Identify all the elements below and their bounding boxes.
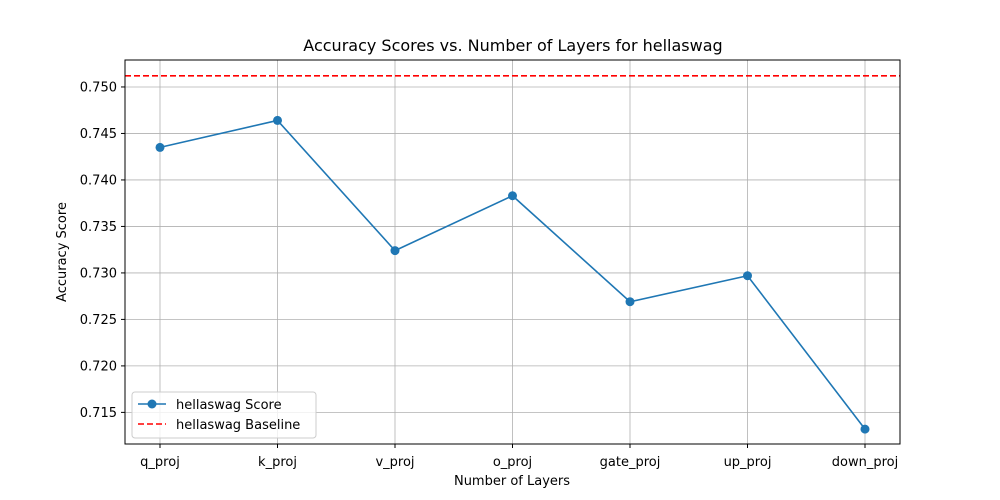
y-axis-label: Accuracy Score [55, 202, 70, 302]
y-tick-label: 0.745 [80, 127, 117, 142]
data-point [155, 142, 165, 152]
plot-area [125, 75, 900, 434]
data-point [860, 424, 870, 434]
legend-label-score: hellaswag Score [176, 398, 282, 413]
grid [125, 60, 900, 444]
legend-label-baseline: hellaswag Baseline [176, 418, 300, 433]
x-tick-label: gate_proj [600, 455, 661, 470]
legend-swatch-score-marker [147, 399, 157, 409]
y-tick-label: 0.740 [80, 173, 117, 188]
x-tick-label: down_proj [832, 455, 898, 470]
ticks: 0.715 0.720 0.725 0.730 0.735 0.740 0.745 0.750… [80, 80, 898, 470]
y-tick-label: 0.730 [80, 266, 117, 281]
y-tick-label: 0.720 [80, 359, 117, 374]
x-tick-label: v_proj [375, 455, 414, 470]
x-axis-label: Number of Layers [454, 474, 570, 489]
plot-frame [124, 59, 901, 445]
data-point [508, 191, 517, 201]
x-tick-label: o_proj [493, 455, 532, 470]
y-tick-label: 0.715 [80, 406, 117, 421]
data-point [743, 271, 752, 281]
y-tick-label: 0.725 [80, 313, 117, 328]
data-point [273, 115, 282, 125]
data-point [625, 297, 635, 307]
x-tick-label: up_proj [724, 455, 772, 470]
data-point [390, 246, 400, 256]
legend-box [131, 391, 317, 439]
chart-title: Accuracy Scores vs. Number of Layers for… [303, 36, 722, 55]
y-tick-label: 0.735 [80, 220, 117, 235]
x-tick-label: k_proj [258, 455, 297, 470]
legend: hellaswag Score hellaswag Baseline [131, 391, 317, 439]
y-tick-label: 0.750 [80, 80, 117, 95]
x-tick-label: q_proj [140, 455, 180, 470]
